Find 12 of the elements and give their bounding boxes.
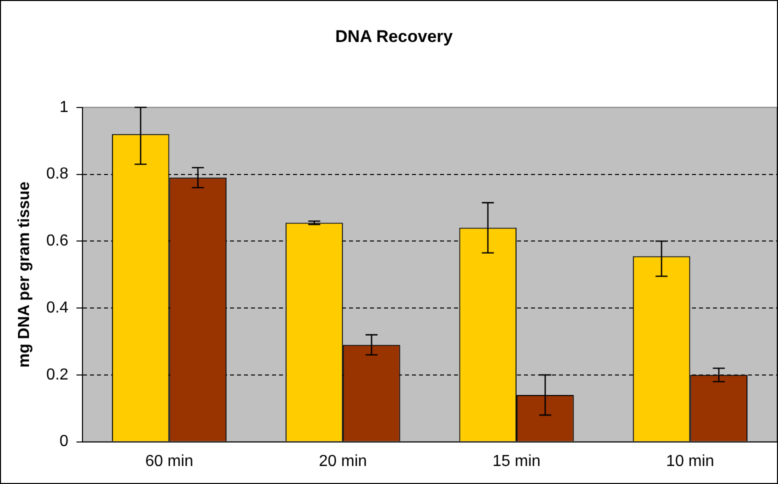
y-axis-title: mg DNA per gram tissue bbox=[16, 181, 34, 368]
x-tick-label: 15 min bbox=[492, 452, 541, 470]
x-tick-label: 20 min bbox=[318, 452, 367, 470]
chart-title: DNA Recovery bbox=[335, 26, 454, 46]
y-tick-label: 0.4 bbox=[46, 299, 69, 316]
y-tick-label: 1 bbox=[60, 98, 69, 116]
y-tick-label: 0.6 bbox=[46, 232, 69, 250]
x-tick-label: 10 min bbox=[666, 452, 714, 470]
y-tick-label: 0.2 bbox=[46, 366, 69, 384]
y-tick-label: 0 bbox=[60, 433, 69, 450]
y-tick-label: 0.8 bbox=[46, 166, 69, 183]
x-tick-label: 60 min bbox=[145, 452, 194, 470]
